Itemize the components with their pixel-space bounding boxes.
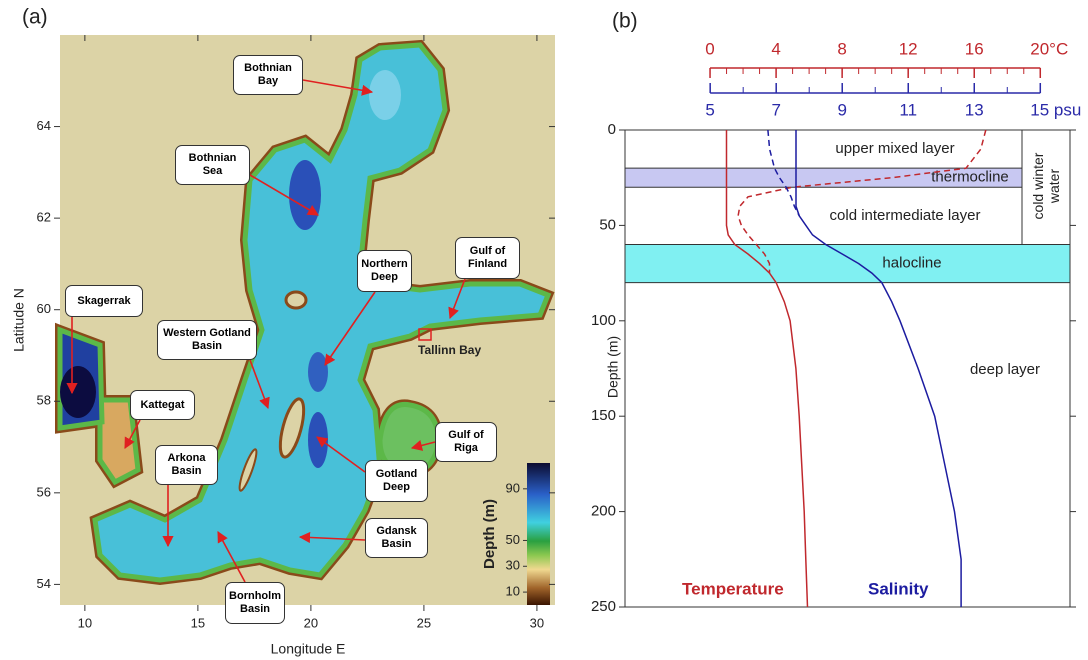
top-tick-label: 7: [771, 100, 780, 119]
top-tick-label: 12: [899, 39, 918, 58]
colorbar-tick-label: 50: [506, 532, 520, 547]
layer-band: [625, 244, 1070, 282]
figure: (a) Longitude E Latitude N Depth (m) (b)…: [0, 0, 1088, 660]
colorbar-tick-label: 10: [506, 584, 520, 599]
annotation-label: Kattegat: [130, 390, 195, 420]
deep-area: [289, 160, 321, 230]
annotation-label: Bornholm Basin: [225, 582, 285, 624]
annotation-label: Western Gotland Basin: [157, 320, 257, 360]
y-tick-label: 56: [37, 484, 51, 499]
y-axis-title: Depth (m): [605, 336, 621, 398]
top-tick-label: 4: [771, 39, 780, 58]
y-tick-label: 50: [599, 216, 616, 233]
colorbar: [527, 463, 550, 605]
annotation-label: Skagerrak: [65, 285, 143, 317]
layer-label: halocline: [882, 255, 941, 272]
top-tick-label: 11: [899, 100, 917, 119]
y-axis-title: Latitude N: [11, 288, 27, 352]
y-tick-label: 58: [37, 393, 51, 408]
top-tick-label: 20°C: [1030, 39, 1068, 58]
top-tick-label: 8: [837, 39, 846, 58]
x-axis-title: Longitude E: [271, 641, 346, 657]
annotation-label: Arkona Basin: [155, 445, 218, 485]
layer-label: cold intermediate layer: [830, 207, 981, 224]
y-tick-label: 0: [608, 121, 616, 138]
top-tick-label: 15 psu: [1030, 100, 1081, 119]
x-tick-label: 20: [304, 615, 318, 630]
top-tick-label: 13: [965, 100, 984, 119]
annotation-label: Gotland Deep: [365, 460, 428, 502]
y-tick-label: 64: [37, 118, 51, 133]
colorbar-title: Depth (m): [481, 499, 498, 569]
panel-label: (b): [612, 10, 638, 33]
annotation-label: Gulf of Riga: [435, 422, 497, 462]
profile-line: [796, 130, 961, 607]
annotation-label: Bothnian Bay: [233, 55, 303, 95]
annotation-label: Northern Deep: [357, 250, 412, 292]
legend-label: Salinity: [868, 579, 929, 598]
colorbar-tick-label: 90: [506, 480, 520, 495]
layer-label: upper mixed layer: [835, 140, 954, 157]
layer-label: deep layer: [970, 361, 1040, 378]
y-tick-label: 62: [37, 210, 51, 225]
y-tick-label: 150: [591, 407, 616, 424]
top-tick-label: 9: [837, 100, 846, 119]
deep-area: [60, 366, 96, 418]
legend-label: Temperature: [682, 579, 784, 598]
annotation-label: Bothnian Sea: [175, 145, 250, 185]
shallow-area: [369, 70, 401, 120]
layer-label: thermocline: [931, 169, 1009, 186]
y-tick-label: 60: [37, 301, 51, 316]
annotation-label: Tallinn Bay: [418, 343, 481, 357]
y-tick-label: 250: [591, 598, 616, 615]
y-tick-label: 200: [591, 503, 616, 520]
x-tick-label: 10: [78, 615, 92, 630]
top-tick-label: 16: [965, 39, 984, 58]
deep-area: [308, 412, 328, 468]
y-tick-label: 54: [37, 576, 51, 591]
side-note: cold winter water: [1030, 141, 1062, 231]
top-tick-label: 5: [705, 100, 714, 119]
x-tick-label: 15: [191, 615, 205, 630]
annotation-label: Gdansk Basin: [365, 518, 428, 558]
top-tick-label: 0: [705, 39, 714, 58]
panel-label: (a): [22, 6, 48, 29]
x-tick-label: 25: [417, 615, 431, 630]
x-tick-label: 30: [530, 615, 544, 630]
annotation-label: Gulf of Finland: [455, 237, 520, 279]
island: [286, 292, 306, 308]
deep-area: [308, 352, 328, 392]
colorbar-tick-label: 30: [506, 558, 520, 573]
y-tick-label: 100: [591, 312, 616, 329]
